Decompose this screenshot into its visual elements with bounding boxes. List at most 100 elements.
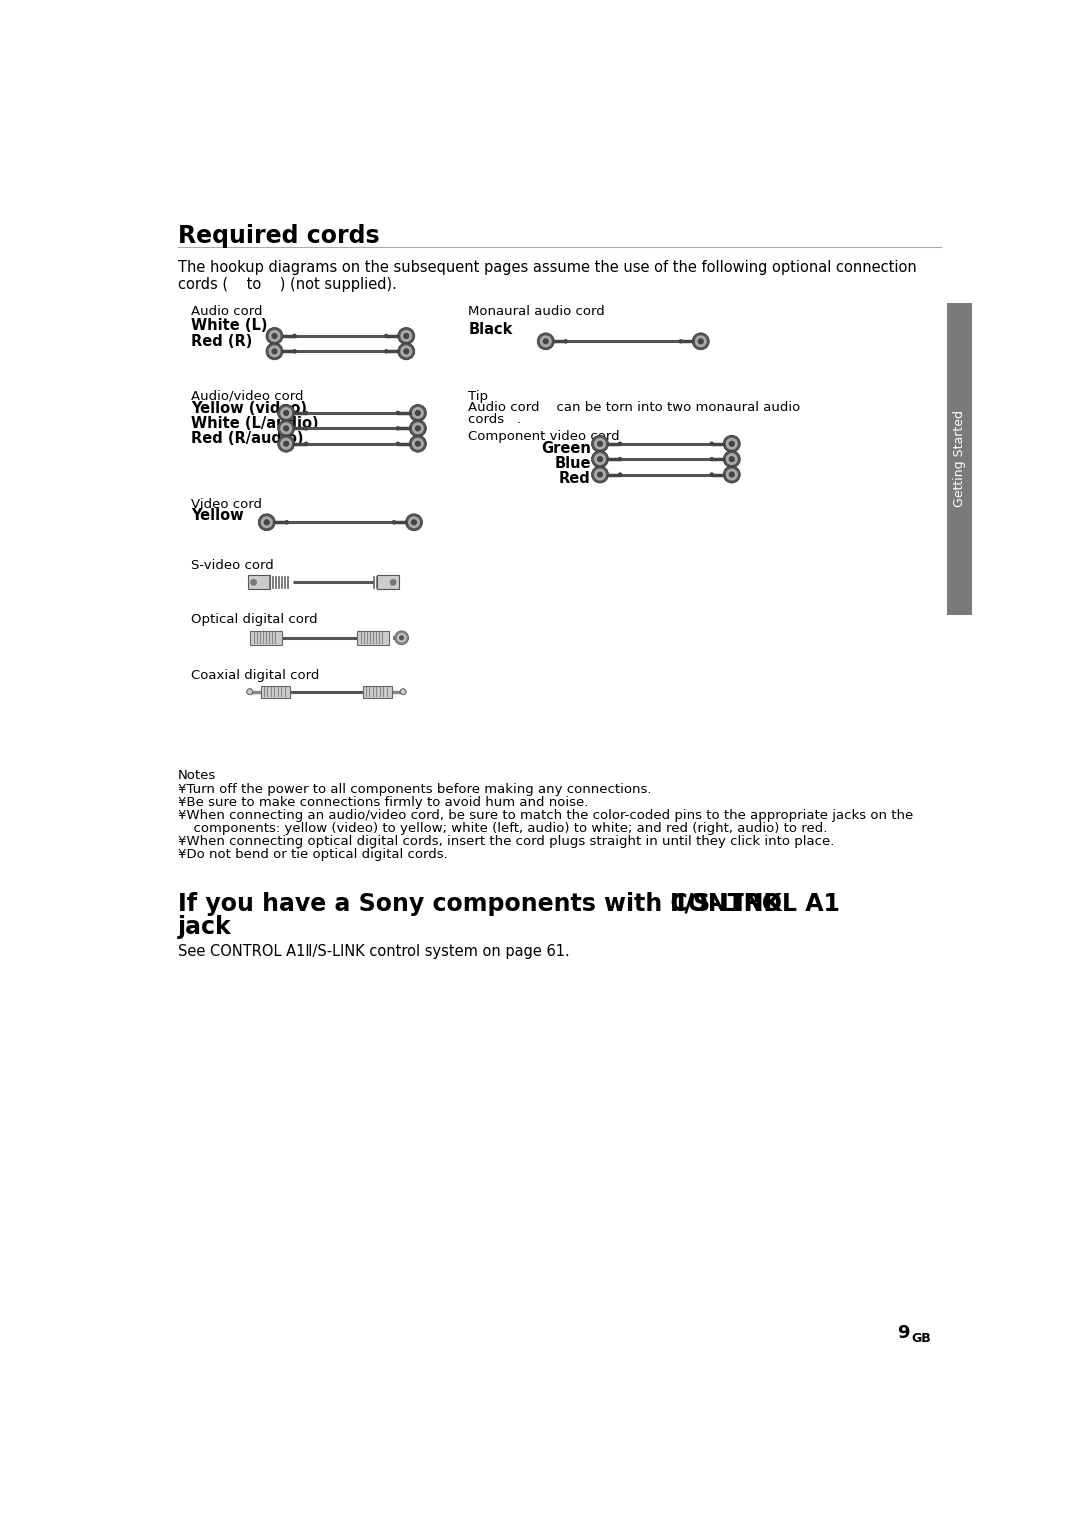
Circle shape: [416, 411, 420, 416]
Text: S-video cord: S-video cord: [191, 560, 273, 572]
Circle shape: [540, 336, 551, 347]
Circle shape: [261, 517, 272, 528]
Text: ¥Be sure to make connections firmly to avoid hum and noise.: ¥Be sure to make connections firmly to a…: [177, 795, 588, 809]
Text: Optical digital cord: Optical digital cord: [191, 613, 318, 627]
Circle shape: [724, 466, 740, 483]
Circle shape: [413, 408, 423, 419]
Circle shape: [696, 336, 706, 347]
Circle shape: [416, 427, 420, 431]
Text: Notes: Notes: [177, 769, 216, 781]
Circle shape: [394, 631, 408, 645]
Circle shape: [396, 427, 400, 430]
Text: Audio cord: Audio cord: [191, 306, 262, 318]
Circle shape: [597, 457, 603, 462]
Circle shape: [543, 339, 549, 344]
Circle shape: [266, 342, 283, 359]
Text: Coaxial digital cord: Coaxial digital cord: [191, 668, 320, 682]
Text: Red (R): Red (R): [191, 333, 252, 349]
Circle shape: [400, 636, 404, 639]
Text: Tip: Tip: [469, 390, 488, 402]
Circle shape: [727, 469, 737, 480]
Circle shape: [692, 333, 710, 350]
Circle shape: [281, 424, 292, 434]
Text: Yellow (video): Yellow (video): [191, 402, 307, 416]
Text: Ⅱ/S-LINK: Ⅱ/S-LINK: [670, 891, 783, 916]
Circle shape: [619, 472, 622, 476]
Bar: [377, 575, 399, 589]
Circle shape: [305, 442, 308, 445]
Circle shape: [266, 327, 283, 344]
Circle shape: [384, 335, 388, 338]
Circle shape: [285, 521, 288, 524]
Circle shape: [293, 350, 296, 353]
Circle shape: [411, 520, 417, 524]
Bar: [363, 685, 392, 697]
Circle shape: [397, 635, 405, 642]
Circle shape: [401, 346, 411, 356]
Circle shape: [409, 405, 427, 422]
Bar: [260, 685, 291, 697]
Text: Yellow: Yellow: [191, 509, 243, 523]
Circle shape: [397, 342, 415, 359]
Circle shape: [402, 690, 405, 693]
Circle shape: [727, 439, 737, 450]
Circle shape: [284, 442, 288, 446]
Text: ¥Turn off the power to all components before making any connections.: ¥Turn off the power to all components be…: [177, 783, 651, 795]
Circle shape: [729, 442, 734, 446]
Circle shape: [392, 521, 395, 524]
Circle shape: [405, 514, 422, 531]
Circle shape: [248, 690, 252, 693]
Circle shape: [413, 424, 423, 434]
Circle shape: [246, 688, 253, 694]
Bar: [947, 303, 972, 615]
Text: If you have a Sony components with CONTROL A1: If you have a Sony components with CONTR…: [177, 891, 839, 916]
Circle shape: [592, 451, 608, 468]
Text: The hookup diagrams on the subsequent pages assume the use of the following opti: The hookup diagrams on the subsequent pa…: [177, 260, 916, 275]
Circle shape: [724, 436, 740, 453]
Text: jack: jack: [177, 914, 231, 939]
Text: Blue: Blue: [554, 456, 591, 471]
Circle shape: [269, 330, 280, 341]
Circle shape: [284, 411, 288, 416]
Text: Black: Black: [469, 323, 513, 336]
Circle shape: [281, 408, 292, 419]
Circle shape: [711, 472, 713, 476]
Circle shape: [305, 427, 308, 430]
Text: Green: Green: [541, 442, 591, 457]
Circle shape: [619, 442, 622, 445]
Text: ¥When connecting an audio/video cord, be sure to match the color-coded pins to t: ¥When connecting an audio/video cord, be…: [177, 809, 913, 821]
Circle shape: [278, 436, 295, 453]
Text: components: yellow (video) to yellow; white (left, audio) to white; and red (rig: components: yellow (video) to yellow; wh…: [186, 821, 827, 835]
Circle shape: [269, 346, 280, 356]
Bar: [356, 631, 389, 645]
Circle shape: [281, 439, 292, 450]
Circle shape: [537, 333, 554, 350]
Circle shape: [396, 442, 400, 445]
Text: Video cord: Video cord: [191, 497, 261, 511]
Circle shape: [729, 457, 734, 462]
Circle shape: [272, 349, 276, 353]
Circle shape: [278, 405, 295, 422]
Circle shape: [265, 520, 269, 524]
Circle shape: [384, 350, 388, 353]
Text: Audio/video cord: Audio/video cord: [191, 390, 303, 402]
Circle shape: [284, 427, 288, 431]
Text: 9: 9: [897, 1324, 910, 1342]
Circle shape: [404, 349, 408, 353]
Circle shape: [400, 688, 406, 694]
Circle shape: [408, 517, 419, 528]
Circle shape: [409, 420, 427, 437]
Text: Component video cord: Component video cord: [469, 430, 620, 443]
Circle shape: [396, 411, 400, 414]
Bar: [249, 631, 282, 645]
Text: Audio cord    can be torn into two monaural audio: Audio cord can be torn into two monaural…: [469, 402, 800, 414]
Text: cords (    to    ) (not supplied).: cords ( to ) (not supplied).: [177, 277, 396, 292]
Circle shape: [401, 330, 411, 341]
Circle shape: [619, 457, 622, 460]
Circle shape: [404, 333, 408, 338]
Circle shape: [409, 436, 427, 453]
Circle shape: [272, 333, 276, 338]
Text: White (L): White (L): [191, 318, 268, 333]
Circle shape: [390, 579, 395, 586]
Circle shape: [293, 335, 296, 338]
